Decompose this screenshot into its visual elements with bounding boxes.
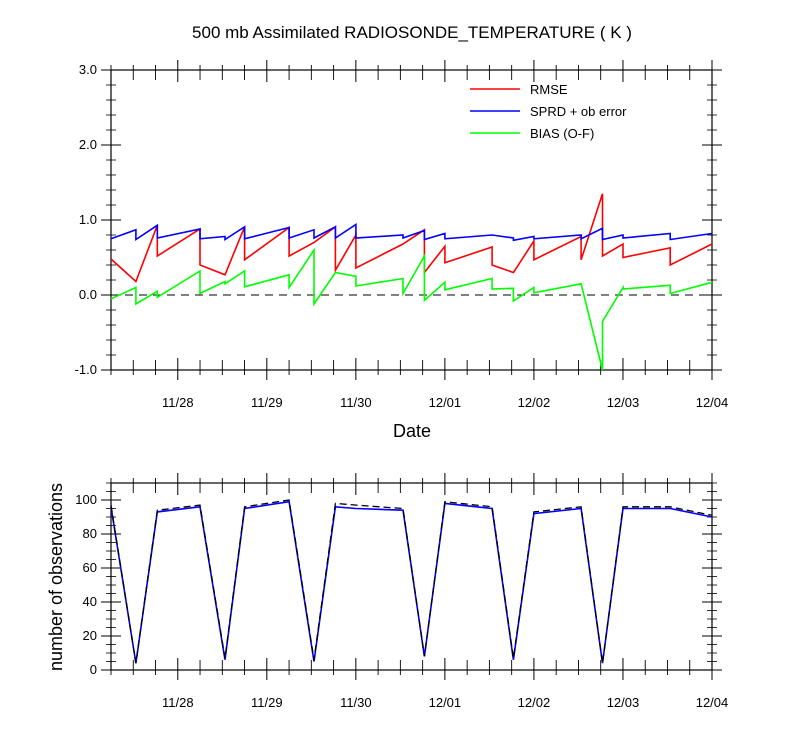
series-dashed-black-line bbox=[110, 499, 713, 664]
y-tick-label: 100 bbox=[75, 492, 97, 507]
legend-label-sprd-ob-error: SPRD + ob error bbox=[530, 104, 627, 119]
y-tick-label: 0 bbox=[90, 662, 97, 677]
x-tick-label: 12/01 bbox=[429, 695, 462, 710]
x-tick-label: 12/03 bbox=[607, 695, 640, 710]
bottom-series-group bbox=[110, 499, 713, 664]
x-tick-label: 11/28 bbox=[162, 395, 194, 410]
y-tick-label: 2.0 bbox=[79, 137, 97, 152]
series-rmse-line bbox=[110, 193, 713, 283]
series-sprd-ob-error-line bbox=[110, 223, 713, 242]
top-x-axis: 11/28 11/29 11/30 12/01 12/02 12/03 12/04 bbox=[162, 60, 728, 410]
x-tick-label: 12/02 bbox=[518, 695, 551, 710]
y-axis-title-observations: number of observations bbox=[46, 483, 66, 671]
y-tick-label: 40 bbox=[83, 594, 97, 609]
y-tick-label: 20 bbox=[83, 628, 97, 643]
observation-count-panel: 0 20 40 60 80 100 11/28 11/29 11/30 12/01 12/02 12… bbox=[75, 473, 728, 710]
x-tick-label: 12/04 bbox=[696, 395, 729, 410]
top-series-group bbox=[110, 193, 713, 371]
bottom-y-axis: 0 20 40 60 80 100 bbox=[75, 492, 722, 677]
series-bias-o-f-line bbox=[110, 247, 713, 371]
x-tick-label: 12/04 bbox=[696, 695, 729, 710]
top-y-axis: 3.0 2.0 1.0 0.0 -1.0 bbox=[75, 62, 722, 377]
y-tick-label: 3.0 bbox=[79, 62, 97, 77]
x-tick-label: 12/02 bbox=[518, 395, 551, 410]
y-tick-label: 80 bbox=[83, 526, 97, 541]
chart-title: 500 mb Assimilated RADIOSONDE_TEMPERATUR… bbox=[192, 23, 632, 42]
bottom-x-axis: 11/28 11/29 11/30 12/01 12/02 12/03 12/04 bbox=[162, 473, 728, 710]
x-tick-label: 11/29 bbox=[251, 695, 283, 710]
y-tick-label: 1.0 bbox=[79, 212, 97, 227]
legend-label-bias-o-f: BIAS (O-F) bbox=[530, 126, 594, 141]
x-axis-title: Date bbox=[393, 421, 431, 441]
y-tick-label: 0.0 bbox=[79, 287, 97, 302]
x-tick-label: 12/01 bbox=[429, 395, 462, 410]
x-tick-label: 11/28 bbox=[162, 695, 194, 710]
y-tick-label: -1.0 bbox=[75, 362, 97, 377]
x-tick-label: 12/03 bbox=[607, 395, 640, 410]
rmse-spread-bias-panel: 3.0 2.0 1.0 0.0 -1.0 11/28 11/29 11/30 12/01 12/… bbox=[75, 60, 728, 410]
x-tick-label: 11/29 bbox=[251, 395, 283, 410]
legend-label-rmse: RMSE bbox=[530, 82, 568, 97]
y-tick-label: 60 bbox=[83, 560, 97, 575]
legend: RMSE SPRD + ob error BIAS (O-F) bbox=[470, 82, 627, 141]
series-solid-blue-line bbox=[110, 500, 713, 664]
x-tick-label: 11/30 bbox=[340, 395, 372, 410]
x-tick-label: 11/30 bbox=[340, 695, 372, 710]
